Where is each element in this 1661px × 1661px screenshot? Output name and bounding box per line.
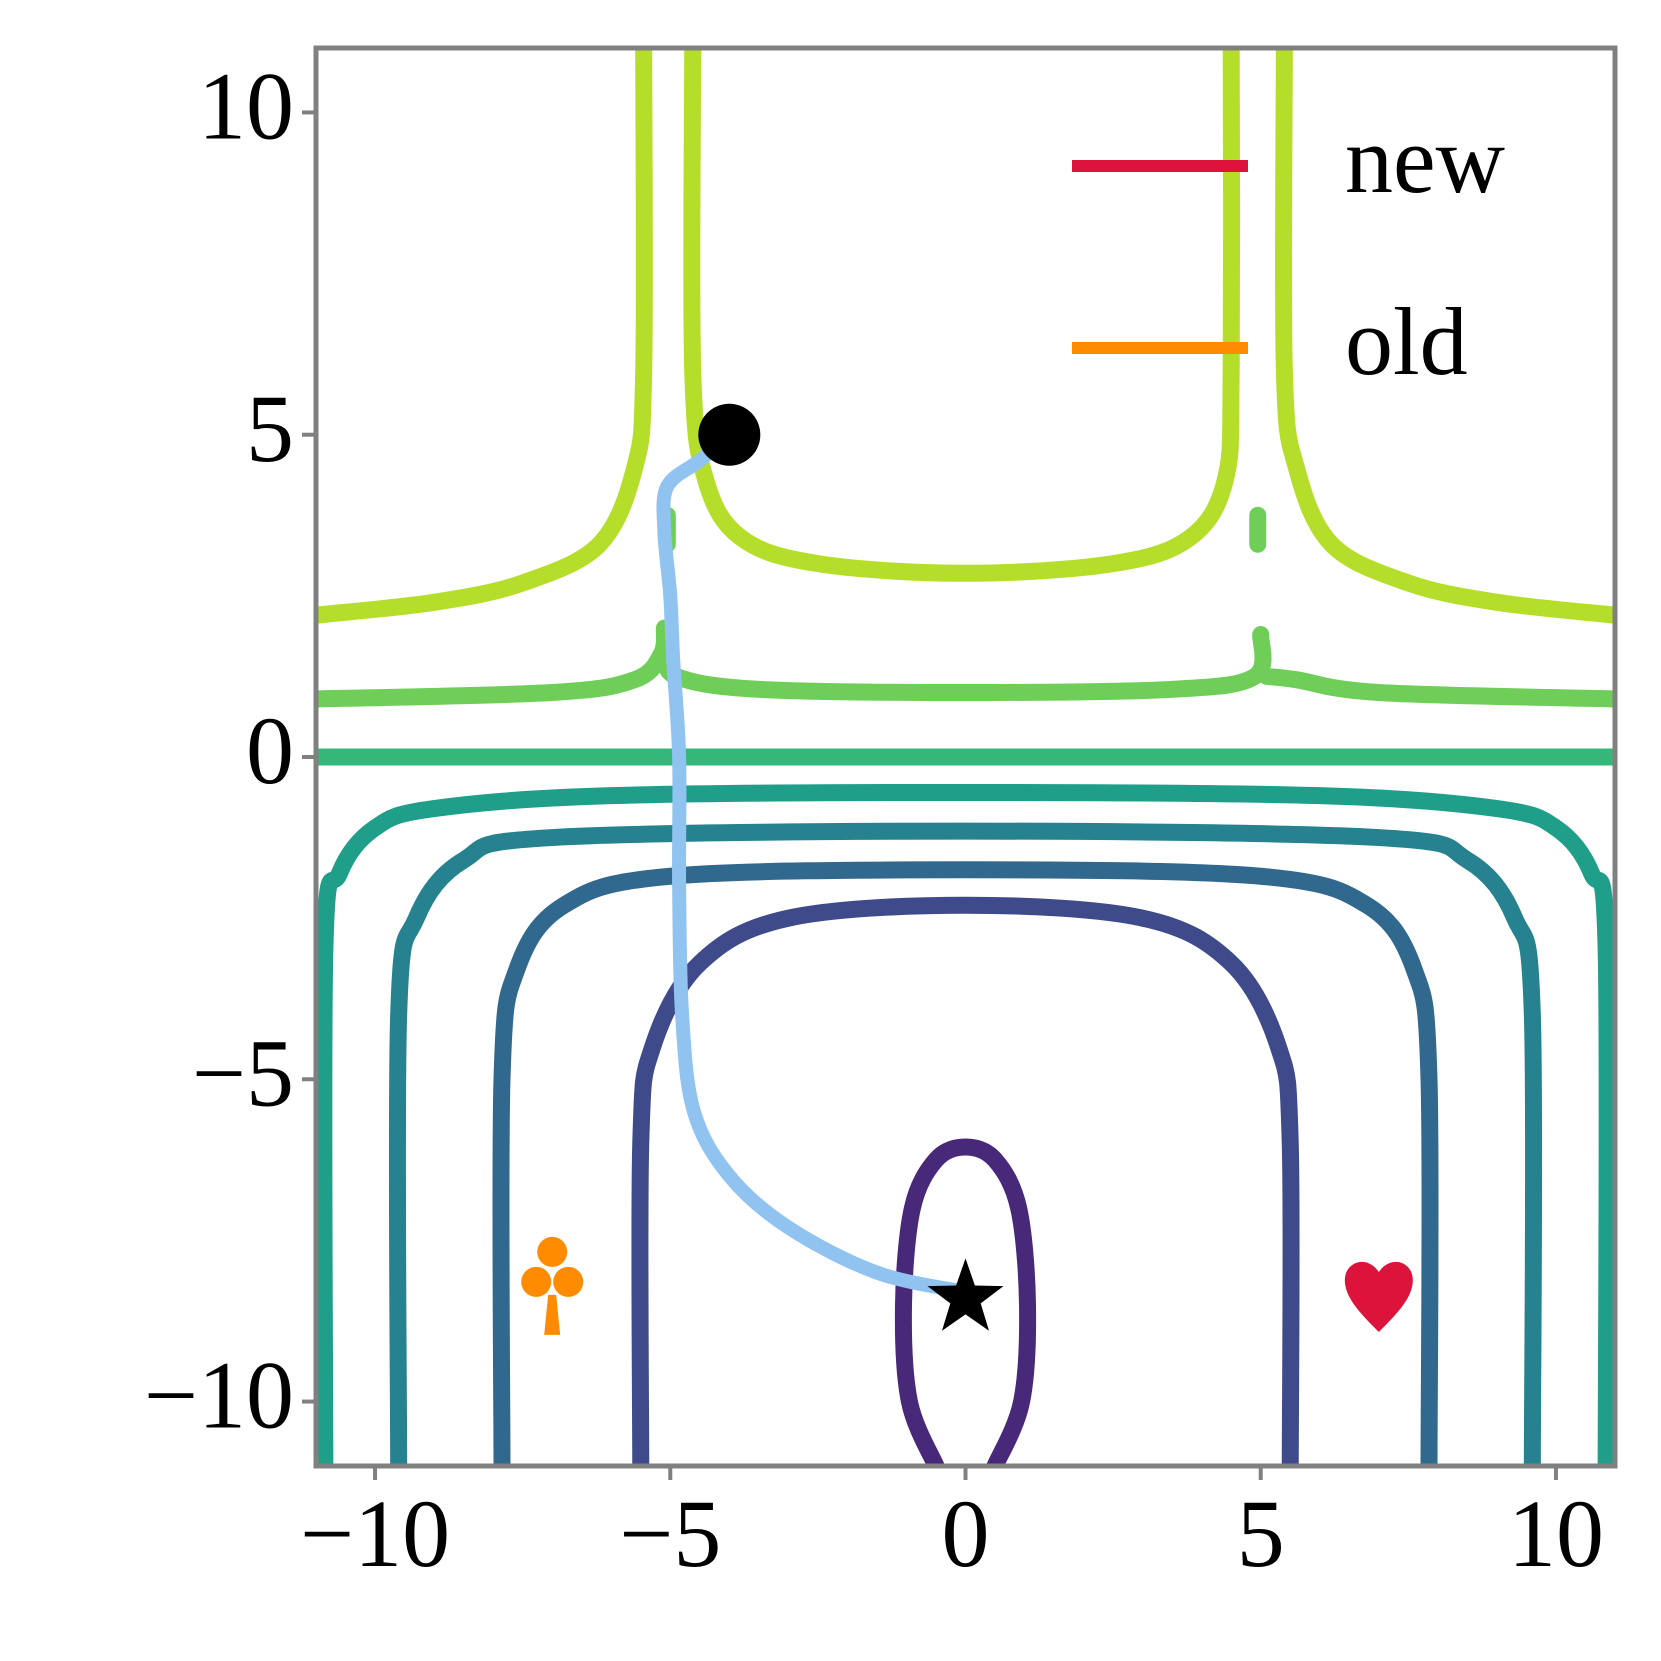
y-tick-label: 0 <box>246 697 294 804</box>
contour-line <box>388 822 1543 1466</box>
target-star <box>927 1258 1004 1331</box>
contour-line <box>316 506 1615 708</box>
y-tick-label: 10 <box>198 52 294 159</box>
start-point <box>698 403 761 466</box>
club-marker <box>521 1236 584 1335</box>
x-tick-label: −10 <box>300 1480 450 1587</box>
plot-area <box>316 48 1615 1466</box>
legend-label: new <box>1345 106 1505 213</box>
contour-line <box>631 896 1300 1466</box>
y-tick-label: −10 <box>144 1342 294 1449</box>
contour-line <box>316 48 1615 624</box>
trajectory <box>656 427 973 1299</box>
y-tick-label: 5 <box>246 375 294 482</box>
x-tick-label: 0 <box>942 1480 990 1587</box>
x-tick-label: 10 <box>1508 1480 1604 1587</box>
contour-line <box>316 783 1615 1466</box>
heart-marker <box>1344 1261 1413 1332</box>
x-tick-label: 5 <box>1237 1480 1285 1587</box>
legend-label: old <box>1345 288 1468 395</box>
y-tick-label: −5 <box>192 1019 294 1126</box>
contour-line <box>894 1138 1037 1466</box>
contour-line <box>492 861 1439 1466</box>
x-tick-label: −5 <box>619 1480 721 1587</box>
